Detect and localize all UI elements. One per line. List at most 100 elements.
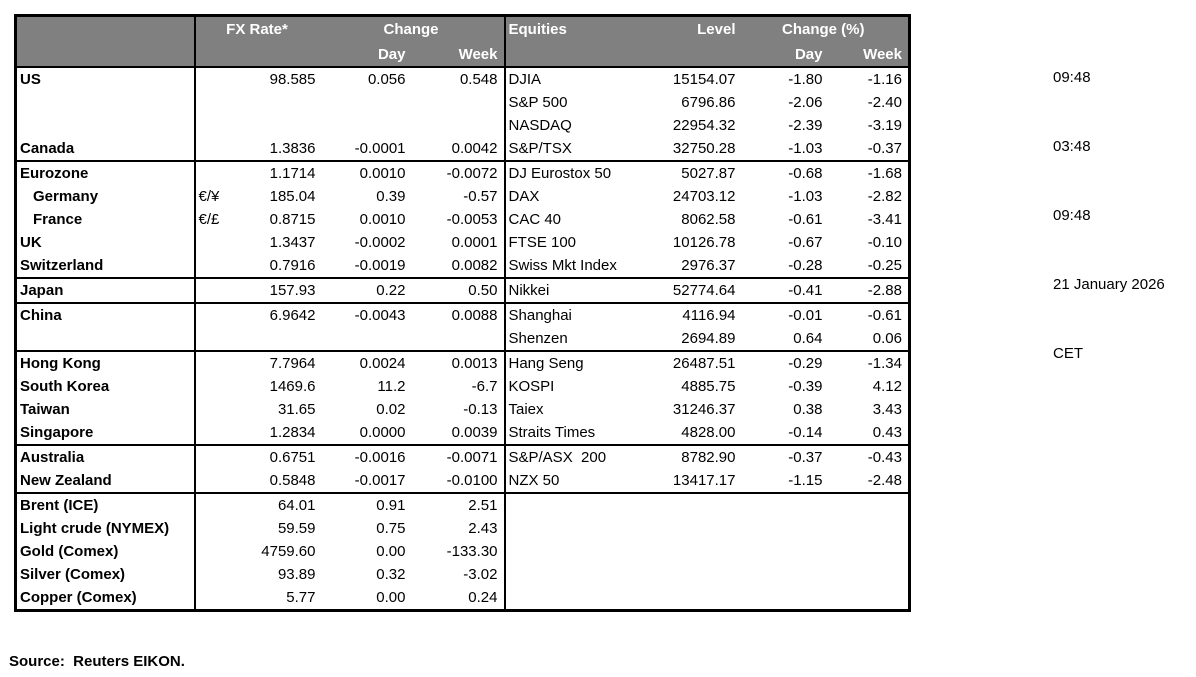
equity-week-change-cell: -1.34 (867, 354, 902, 372)
header-fx-day: Day (321, 42, 412, 68)
timestamp-line: 09:48 (1053, 69, 1091, 86)
equity-week-change-cell: -2.40 (867, 93, 902, 111)
fx-week-change-cell: 0.0042 (411, 136, 505, 162)
header-equities: Equities (503, 15, 627, 43)
header-eq-week: Week (828, 42, 910, 68)
equity-week-change-cell: -2.82 (867, 187, 902, 205)
equity-index-cell: DJIA (503, 66, 627, 91)
fx-day-change-cell: 0.22 (321, 277, 412, 304)
currency-pair-cell (195, 161, 240, 185)
equity-level-cell: 4828.00 (626, 420, 742, 446)
table-row: Light crude (NYMEX) 59.59 0.75 2.43 (15, 516, 910, 540)
country-cell: Silver (Comex) (15, 562, 196, 586)
currency-pair-cell (195, 540, 240, 563)
fx-rate-cell: 93.89 (277, 565, 316, 583)
fx-day-change-cell: 11.2 (377, 377, 406, 395)
fx-week-change-cell: 0.548 (459, 70, 498, 88)
fx-rate-cell: 4759.60 (261, 542, 316, 560)
source-note: Source: Reuters EIKON. (9, 653, 185, 670)
equity-week-change-cell: -3.41 (867, 210, 902, 228)
equity-level-cell: 4116.94 (682, 306, 736, 324)
equity-level-cell: 5027.87 (681, 164, 736, 182)
table-row: Brent (ICE) 64.01 0.91 2.51 (15, 492, 910, 517)
fx-rate-cell: 6.9642 (269, 306, 316, 324)
equity-day-change-cell (742, 493, 829, 517)
equity-level-cell (627, 493, 742, 517)
header-corner-cell (15, 15, 196, 43)
country-cell: Taiwan (15, 397, 196, 421)
currency-pair-cell: €/¥ (198, 187, 220, 205)
table-row: Eurozone 1.1714 0.0010 -0.0072 DJ Eurostox 5… (15, 160, 910, 185)
table-row: Canada 1.3836 -0.0001 0.0042 S&P/TSX 32750.28… (15, 136, 910, 162)
table-row: New Zealand 0.5848 -0.0017 -0.0100 NZX 50 134… (15, 468, 910, 494)
fx-day-change-cell: -0.0019 (321, 253, 412, 279)
table-row: Hong Kong 7.7964 0.0024 0.0013 Hang Seng 2648… (15, 350, 910, 375)
table-row: NASDAQ 22954.32 -2.39 -3.19 (15, 113, 910, 137)
equity-level-cell: 15154.07 (672, 70, 736, 88)
fx-week-change-cell: 2.43 (468, 519, 498, 537)
equity-index-cell: NASDAQ (503, 113, 627, 137)
timestamp-block: 09:48 03:48 09:48 21 January 2026 CET (1053, 20, 1165, 411)
country-cell (15, 326, 196, 352)
equity-index-cell: Shanghai (503, 302, 627, 327)
currency-pair-cell (195, 351, 240, 375)
equity-index-cell: Swiss Mkt Index (503, 253, 627, 279)
currency-pair-cell (195, 398, 240, 421)
currency-pair-cell (194, 326, 240, 352)
header-empty-cell (15, 42, 196, 68)
country-cell: US (15, 66, 196, 91)
table-row: China 6.9642 -0.0043 0.0088 Shanghai 4116.94 -… (15, 302, 910, 327)
currency-pair-cell (194, 420, 240, 446)
table-row: Gold (Comex) 4759.60 0.00 -133.30 (15, 539, 910, 563)
equity-day-change-cell: -0.39 (788, 377, 823, 395)
country-cell: France (15, 207, 196, 231)
table-row: Singapore 1.2834 0.0000 0.0039 Straits Times… (15, 420, 910, 446)
header-empty-cell (503, 42, 627, 68)
fx-day-change-cell (322, 91, 412, 114)
equity-level-cell: 2976.37 (626, 253, 742, 279)
fx-week-change-cell: 0.50 (411, 277, 505, 304)
equity-day-change-cell: -0.01 (788, 306, 823, 324)
equity-week-change-cell (829, 563, 910, 586)
fx-day-change-cell: 0.00 (376, 542, 406, 560)
country-cell: Hong Kong (15, 350, 196, 375)
fx-rate-cell: 1.3437 (269, 233, 316, 251)
fx-rate-cell: 1.2834 (239, 420, 322, 446)
equity-index-cell: Hang Seng (503, 350, 627, 375)
header-row-2: Day Week Day Week (15, 42, 910, 68)
country-cell: Japan (15, 277, 196, 304)
country-cell: China (15, 302, 196, 327)
equity-week-change-cell (829, 540, 910, 563)
equity-week-change-cell: -2.88 (828, 277, 910, 304)
table-row: Shenzen 2694.89 0.64 0.06 (15, 326, 910, 352)
currency-pair-cell (195, 563, 240, 586)
fx-day-change-cell: 0.0010 (359, 164, 406, 182)
equity-week-change-cell: -1.68 (867, 164, 902, 182)
equity-level-cell (627, 517, 742, 540)
equity-week-change-cell: 0.43 (828, 420, 910, 446)
country-cell: New Zealand (15, 468, 196, 494)
fx-day-change-cell: 0.0000 (321, 420, 412, 446)
table-body: US 98.585 0.056 0.548 DJIA 15154.07 -1.80 -1.16… (15, 66, 910, 610)
header-fx-week: Week (411, 42, 505, 68)
fx-week-change-cell (412, 91, 505, 114)
equity-index-cell: Taiex (503, 397, 627, 421)
country-cell: Gold (Comex) (15, 539, 196, 563)
equity-week-change-cell: -1.16 (867, 70, 902, 88)
equity-level-cell (627, 563, 742, 586)
equity-index-cell: Nikkei (503, 277, 627, 304)
timestamp-line: 09:48 (1053, 207, 1091, 224)
fx-week-change-cell: -0.57 (463, 187, 498, 205)
timestamp-line: 03:48 (1053, 138, 1091, 155)
fx-rate-cell (240, 91, 322, 114)
fx-rate-cell (239, 326, 322, 352)
equity-week-change-cell (829, 493, 910, 517)
equity-day-change-cell: -0.68 (788, 164, 823, 182)
table-row: Silver (Comex) 93.89 0.32 -3.02 (15, 562, 910, 586)
fx-week-change-cell (412, 114, 505, 137)
equity-index-cell (503, 562, 627, 586)
equity-index-cell: NZX 50 (503, 468, 627, 494)
equity-index-cell: Straits Times (503, 420, 627, 446)
currency-pair-cell (194, 253, 240, 279)
equity-week-change-cell: 4.12 (872, 377, 902, 395)
